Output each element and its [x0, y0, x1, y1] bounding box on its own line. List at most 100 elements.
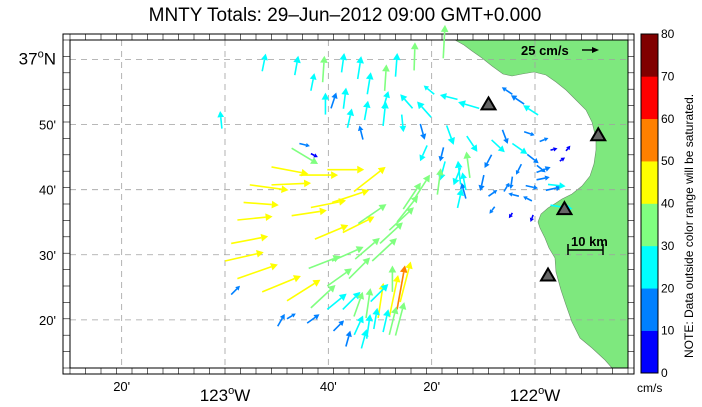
vector-head [520, 147, 528, 155]
current-vector [370, 284, 389, 303]
current-vector [459, 182, 467, 199]
vector-head [501, 87, 507, 92]
vector-shaft [403, 98, 414, 109]
vector-head [489, 209, 494, 214]
current-vector [321, 92, 330, 115]
vector-head [553, 147, 558, 152]
vector-shaft [505, 89, 513, 95]
current-vector [388, 306, 399, 336]
vector-head [463, 151, 472, 159]
vector-head [344, 268, 352, 276]
current-vector [348, 257, 371, 280]
vector-shaft [332, 323, 341, 332]
current-vector [346, 108, 355, 129]
vector-head [356, 291, 365, 300]
vector-head [309, 73, 317, 80]
vector-shaft [379, 226, 399, 245]
current-vector [365, 288, 374, 319]
current-vector [237, 263, 278, 280]
vector-shaft [371, 242, 393, 262]
vector-head [355, 246, 364, 254]
current-vector [326, 293, 347, 311]
vector-head [356, 315, 364, 324]
vector-shaft [486, 154, 493, 164]
latitude-labels: 37oN 50' 40' 30' 20' [19, 49, 56, 328]
current-vector [484, 154, 493, 168]
current-vector [396, 195, 419, 223]
current-vector [417, 101, 432, 118]
vector-shaft [348, 261, 366, 280]
vector-shaft [330, 97, 336, 109]
vector-shaft [277, 317, 283, 327]
current-vector [559, 157, 566, 162]
current-vector [536, 166, 551, 174]
current-vector [291, 207, 327, 217]
vector-shaft [480, 174, 485, 186]
vector-shaft [445, 125, 453, 139]
vector-head [398, 302, 407, 310]
vector-head [533, 184, 539, 190]
vector-head [372, 237, 380, 246]
current-vector [357, 125, 364, 140]
current-vector [436, 168, 444, 195]
current-vector [277, 313, 285, 327]
current-vector [286, 313, 296, 320]
colorbar-units: cm/s [637, 381, 662, 395]
vector-shaft [510, 212, 514, 216]
current-vector [388, 265, 397, 292]
vector-shaft [382, 97, 388, 109]
vector-shaft [360, 335, 366, 349]
vector-head [458, 100, 466, 108]
vector-head [447, 136, 455, 145]
vector-shaft [310, 79, 314, 91]
current-vector [501, 87, 513, 95]
colorbar-tick-0: 80 [661, 27, 675, 41]
vector-head [365, 288, 374, 296]
vector-shaft [466, 158, 471, 178]
vector-head [388, 265, 397, 273]
vector-shaft [340, 59, 345, 73]
vector-shaft [237, 266, 272, 280]
current-vector [320, 55, 328, 83]
current-vector [309, 73, 317, 91]
vector-head [423, 85, 430, 91]
vector-shaft [332, 191, 363, 204]
outer-frame [62, 33, 635, 375]
current-vector [356, 56, 364, 80]
current-vector [331, 246, 364, 262]
vector-shaft [291, 210, 321, 217]
current-vector [394, 302, 407, 336]
vector-shaft [310, 201, 340, 209]
vector-shaft [545, 187, 557, 192]
longitude-labels: 20' 123oW 40' 20' 122oW [113, 379, 560, 405]
vector-head [346, 108, 355, 117]
current-vector [456, 188, 465, 209]
vector-shaft [231, 236, 262, 245]
land-area [454, 40, 628, 368]
current-vector [382, 64, 390, 91]
vector-head [365, 72, 374, 80]
vector-head [530, 131, 535, 137]
vector-head [508, 192, 513, 197]
vector-head [413, 182, 421, 191]
current-vector [217, 111, 225, 129]
vector-head [417, 101, 425, 110]
vector-shaft [515, 97, 525, 105]
vector-head [400, 94, 408, 102]
vector-shaft [421, 106, 432, 118]
vector-shaft [370, 288, 384, 303]
vector-head [389, 238, 397, 246]
vector-head [559, 182, 566, 190]
vector-head [321, 92, 330, 100]
vector-head [265, 213, 273, 222]
vector-shaft [394, 59, 398, 77]
colorbar: 80 70 60 50 40 30 20 10 0 [640, 27, 675, 380]
vector-head [410, 42, 419, 50]
vector-shaft [394, 308, 404, 336]
vector-shaft [261, 277, 295, 293]
current-vector [326, 268, 352, 287]
current-vector [515, 163, 523, 175]
vector-shaft [219, 117, 223, 129]
vector-shaft [342, 94, 346, 109]
current-vector [501, 129, 509, 144]
